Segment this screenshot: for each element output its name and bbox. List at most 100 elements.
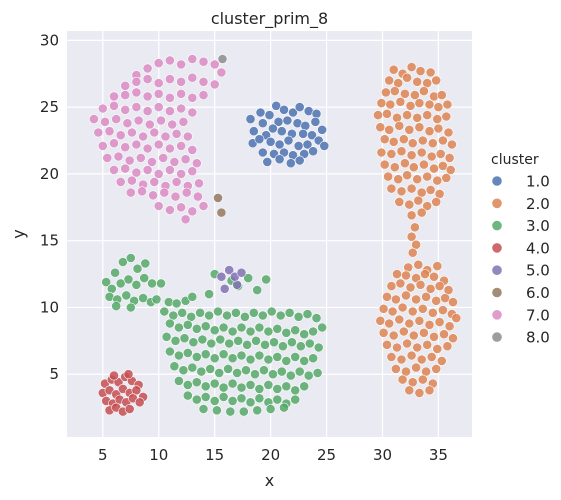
data-point-cluster-3.0 (123, 274, 134, 285)
data-point-cluster-3.0 (232, 367, 242, 378)
data-point-cluster-3.0 (147, 278, 157, 289)
data-point-cluster-2.0 (425, 67, 436, 78)
data-point-cluster-3.0 (241, 365, 251, 376)
data-point-cluster-2.0 (436, 90, 447, 100)
data-point-cluster-3.0 (254, 393, 265, 404)
data-point-cluster-4.0 (134, 397, 145, 408)
data-point-cluster-2.0 (395, 96, 406, 107)
data-point-cluster-3.0 (138, 293, 148, 303)
data-point-cluster-2.0 (402, 170, 412, 181)
data-point-cluster-3.0 (205, 363, 216, 374)
data-point-cluster-3.0 (236, 322, 247, 333)
data-point-cluster-3.0 (245, 397, 256, 408)
data-point-cluster-1.0 (274, 139, 285, 150)
data-point-cluster-2.0 (392, 269, 402, 279)
data-point-cluster-3.0 (233, 335, 244, 346)
data-point-cluster-1.0 (283, 135, 294, 146)
data-point-cluster-3.0 (260, 339, 270, 350)
data-point-cluster-2.0 (379, 159, 390, 170)
data-point-cluster-2.0 (427, 307, 438, 318)
data-point-cluster-3.0 (227, 353, 238, 364)
data-point-cluster-7.0 (131, 76, 142, 87)
legend-marker (492, 310, 502, 320)
data-point-cluster-2.0 (437, 135, 448, 146)
data-point-cluster-3.0 (198, 404, 209, 414)
data-point-cluster-2.0 (444, 152, 455, 163)
data-point-cluster-2.0 (418, 327, 429, 338)
data-point-cluster-3.0 (248, 307, 259, 318)
data-point-cluster-3.0 (312, 367, 323, 378)
data-point-cluster-7.0 (126, 127, 137, 138)
data-point-cluster-2.0 (440, 293, 450, 303)
data-point-cluster-1.0 (294, 155, 305, 166)
data-point-cluster-3.0 (272, 383, 283, 394)
data-point-cluster-2.0 (425, 283, 436, 294)
data-point-cluster-2.0 (437, 160, 448, 171)
data-point-cluster-2.0 (405, 100, 416, 111)
data-point-cluster-1.0 (276, 126, 287, 137)
data-point-cluster-2.0 (411, 362, 421, 373)
data-point-cluster-3.0 (177, 307, 188, 318)
data-point-cluster-7.0 (187, 144, 198, 155)
data-point-cluster-2.0 (402, 72, 412, 83)
data-point-cluster-3.0 (311, 313, 322, 323)
data-point-cluster-2.0 (432, 343, 443, 354)
data-point-cluster-3.0 (251, 335, 261, 346)
legend-label: 4.0 (526, 239, 550, 257)
data-point-cluster-7.0 (97, 140, 108, 151)
data-point-cluster-2.0 (399, 88, 410, 99)
x-tick-label: 10 (149, 446, 168, 464)
legend-marker (492, 243, 502, 253)
data-point-cluster-3.0 (269, 337, 279, 348)
data-point-cluster-2.0 (406, 210, 417, 221)
data-point-cluster-3.0 (290, 394, 301, 405)
legend-marker (492, 198, 502, 209)
data-point-cluster-7.0 (192, 191, 203, 202)
data-point-cluster-7.0 (120, 90, 131, 100)
data-point-cluster-7.0 (164, 74, 175, 84)
data-point-cluster-2.0 (427, 138, 438, 149)
data-point-cluster-7.0 (153, 139, 164, 150)
data-point-cluster-7.0 (176, 103, 186, 114)
data-point-cluster-3.0 (182, 390, 193, 401)
data-point-cluster-3.0 (178, 365, 189, 376)
data-point-cluster-7.0 (181, 187, 192, 198)
data-point-cluster-2.0 (412, 174, 423, 185)
legend-label: 8.0 (526, 329, 550, 347)
data-point-cluster-2.0 (387, 306, 398, 317)
data-point-cluster-3.0 (222, 310, 232, 321)
data-point-cluster-3.0 (263, 379, 274, 390)
data-point-cluster-3.0 (218, 322, 229, 333)
data-point-cluster-7.0 (142, 164, 153, 175)
legend-label: 3.0 (526, 217, 550, 235)
data-point-cluster-7.0 (178, 116, 189, 127)
data-point-cluster-3.0 (209, 395, 220, 406)
data-point-cluster-3.0 (245, 354, 256, 365)
data-point-cluster-7.0 (100, 116, 110, 127)
data-point-cluster-3.0 (200, 321, 211, 332)
data-point-cluster-2.0 (406, 150, 417, 161)
data-point-cluster-2.0 (396, 146, 407, 157)
data-point-cluster-2.0 (398, 134, 409, 145)
data-point-cluster-7.0 (142, 106, 153, 116)
data-point-cluster-3.0 (242, 339, 252, 350)
data-point-cluster-7.0 (142, 63, 153, 74)
data-point-cluster-7.0 (182, 131, 193, 142)
data-point-cluster-1.0 (257, 118, 268, 129)
data-point-cluster-2.0 (418, 86, 429, 96)
data-point-cluster-1.0 (294, 102, 305, 112)
data-point-cluster-3.0 (101, 277, 112, 287)
data-point-cluster-3.0 (111, 301, 122, 311)
data-point-cluster-2.0 (408, 162, 419, 173)
data-point-cluster-3.0 (281, 327, 292, 338)
data-point-cluster-3.0 (265, 404, 276, 414)
data-point-cluster-3.0 (295, 341, 306, 352)
data-point-cluster-3.0 (245, 379, 256, 390)
data-point-cluster-3.0 (227, 378, 238, 389)
data-point-cluster-3.0 (276, 366, 287, 377)
data-point-cluster-7.0 (156, 115, 166, 126)
data-point-cluster-7.0 (147, 156, 157, 167)
x-tick-labels: 5 10 15 20 25 30 35 (98, 446, 448, 464)
data-point-cluster-2.0 (432, 261, 443, 271)
